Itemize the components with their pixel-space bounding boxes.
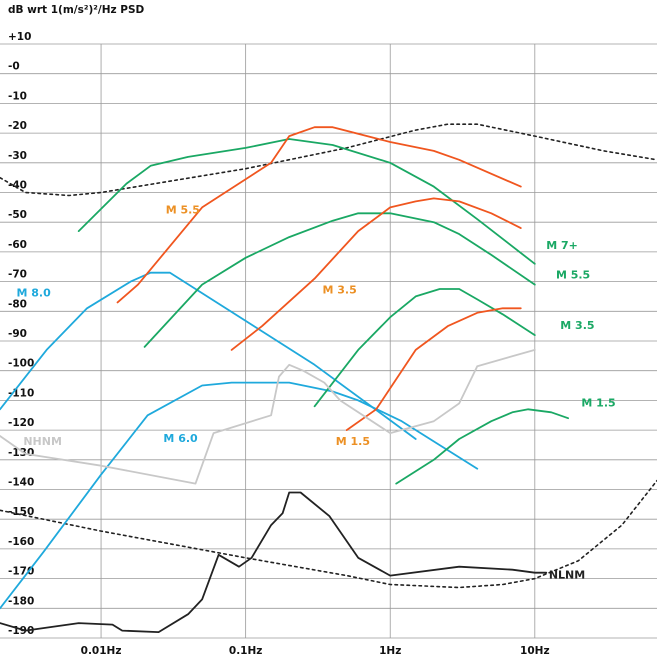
x-tick-label: 1Hz (379, 645, 401, 657)
y-tick-label: -10 (8, 90, 27, 102)
series-line (77, 138, 536, 265)
y-axis-title: dB wrt 1(m/s²)²/Hz PSD (8, 4, 145, 16)
dotted-reference-line (0, 479, 657, 589)
y-tick-label: -40 (8, 180, 27, 192)
series-line (230, 197, 522, 351)
y-tick-label: -60 (8, 239, 27, 251)
series-line (0, 381, 479, 610)
series-line (0, 491, 548, 633)
y-tick-label: -120 (8, 417, 34, 429)
y-tick-label: -50 (8, 209, 27, 221)
series-label: M 3.5 (560, 319, 594, 332)
series-label: M 5.5 (556, 269, 590, 282)
series-label: M 8.0 (16, 286, 51, 299)
series-label: M 7+ (546, 239, 578, 252)
series-line (116, 126, 522, 304)
series-label: M 1.5 (581, 396, 615, 409)
series-label: NHNM (23, 435, 62, 448)
y-tick-label: -160 (8, 536, 34, 548)
y-tick-label: -70 (8, 269, 27, 281)
y-tick-label: +10 (8, 31, 31, 43)
y-tick-label: -80 (8, 298, 27, 310)
y-tick-label: -150 (8, 506, 34, 518)
y-tick-label: -170 (8, 566, 34, 578)
series-line (143, 212, 536, 348)
y-tick-label: -140 (8, 477, 34, 489)
series-line (345, 307, 522, 431)
y-tick-label: -130 (8, 447, 34, 459)
series-label: M 3.5 (322, 283, 356, 296)
y-tick-label: -0 (8, 61, 20, 73)
series-label: M 6.0 (163, 432, 198, 445)
series-line (395, 408, 569, 485)
x-tick-label: 0.1Hz (229, 645, 263, 657)
series-line (0, 271, 417, 440)
x-tick-label: 10Hz (520, 645, 550, 657)
x-tick-label: 0.01Hz (81, 645, 122, 657)
y-tick-label: -20 (8, 120, 27, 132)
series-label: M 5.5 (166, 203, 200, 216)
y-tick-label: -100 (8, 358, 34, 370)
series-label: NLNM (549, 569, 585, 582)
y-tick-label: -90 (8, 328, 27, 340)
dotted-reference-line (0, 123, 657, 197)
series-label: M 1.5 (336, 435, 370, 448)
y-tick-label: -30 (8, 150, 27, 162)
series-line (0, 349, 536, 485)
y-tick-label: -180 (8, 595, 34, 607)
